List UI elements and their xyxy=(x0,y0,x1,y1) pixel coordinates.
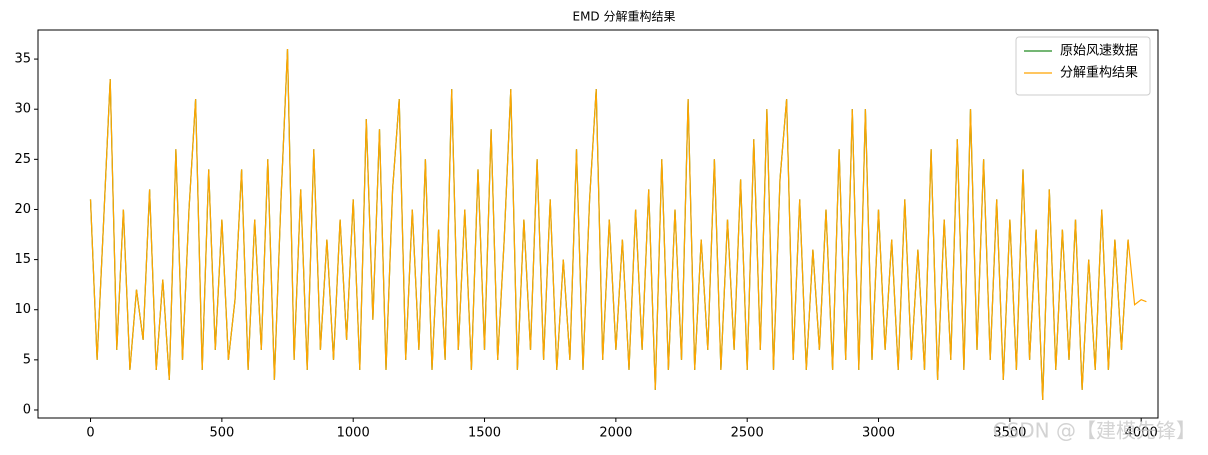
y-tick-label: 5 xyxy=(23,352,31,367)
y-tick-label: 15 xyxy=(14,252,31,267)
x-tick-label: 4000 xyxy=(1125,426,1158,441)
y-tick-label: 30 xyxy=(14,102,31,117)
chart-title: EMD 分解重构结果 xyxy=(573,9,676,24)
legend-label: 原始风速数据 xyxy=(1060,44,1138,59)
x-tick-label: 2000 xyxy=(599,426,632,441)
x-tick-label: 3000 xyxy=(862,426,895,441)
x-tick-label: 1500 xyxy=(468,426,501,441)
legend-label: 分解重构结果 xyxy=(1060,65,1138,81)
x-tick-label: 1000 xyxy=(337,426,370,441)
x-tick-label: 0 xyxy=(86,426,94,441)
x-tick-label: 2500 xyxy=(731,426,764,441)
y-tick-label: 20 xyxy=(14,202,31,217)
y-tick-label: 10 xyxy=(14,302,31,317)
series-line xyxy=(89,48,1147,401)
plot-frame xyxy=(37,29,1159,419)
y-tick-label: 0 xyxy=(23,402,31,417)
y-tick-label: 25 xyxy=(14,152,31,167)
x-tick-label: 3500 xyxy=(993,426,1026,441)
x-tick-label: 500 xyxy=(209,426,234,441)
watermark: CSDN @【建模先锋】 xyxy=(993,419,1196,443)
y-tick-label: 35 xyxy=(14,52,31,67)
